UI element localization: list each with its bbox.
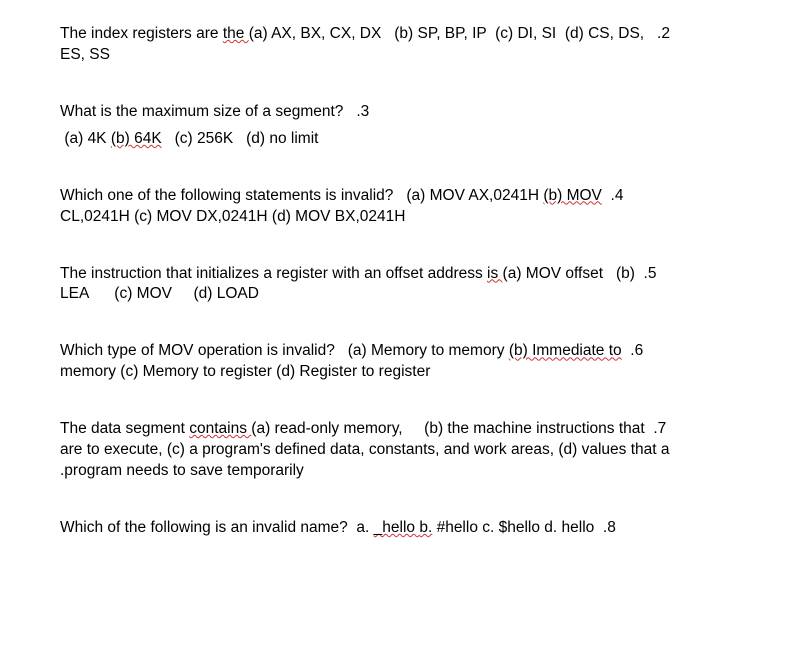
q4-opt-b: (b) MOV	[543, 187, 602, 204]
q2-num: .2	[657, 25, 670, 42]
q4-opt-a: (a) MOV AX,0241H	[406, 187, 543, 204]
question-3-options: (a) 4K (b) 64K (c) 256K (d) no limit	[60, 129, 730, 150]
q7-opt-a: (a) read-only memory,	[251, 420, 402, 437]
q5-num: .5	[644, 265, 657, 282]
q3-text: What is the maximum size of a segment?	[60, 103, 343, 120]
question-3: What is the maximum size of a segment? .…	[60, 102, 730, 150]
question-8: Which of the following is an invalid nam…	[60, 518, 730, 539]
q3-opt-a-pre: (a) 4K	[64, 130, 111, 147]
q8-a-label: a.	[356, 519, 369, 536]
q3-opt-b: (b) 64K	[111, 130, 162, 147]
question-7-line1: The data segment contains (a) read-only …	[60, 419, 730, 440]
question-8-line1: Which of the following is an invalid nam…	[60, 518, 730, 539]
q6-text: Which type of MOV operation is invalid?	[60, 342, 335, 359]
question-4: Which one of the following statements is…	[60, 186, 730, 228]
question-6: Which type of MOV operation is invalid? …	[60, 341, 730, 383]
q8-b-rest: #hello c. $hello d. hello	[432, 519, 594, 536]
q3-num: .3	[356, 103, 369, 120]
document-page: The index registers are the (a) AX, BX, …	[0, 0, 790, 563]
question-4-line1: Which one of the following statements is…	[60, 186, 730, 207]
question-6-line1: Which type of MOV operation is invalid? …	[60, 341, 730, 362]
q8-text: Which of the following is an invalid nam…	[60, 519, 348, 536]
question-7: The data segment contains (a) read-only …	[60, 419, 730, 482]
q2-opt-b: (b) SP, BP, IP	[394, 25, 486, 42]
q7-lead: The data segment	[60, 420, 189, 437]
q7-num: .7	[653, 420, 666, 437]
q5-lead: The instruction that initializes a regis…	[60, 265, 487, 282]
q4-text: Which one of the following statements is…	[60, 187, 393, 204]
q6-opt-b: (b) Immediate to	[509, 342, 622, 359]
q8-a-val: _hello	[374, 519, 420, 536]
q7-line2: are to execute, (c) a program's defined …	[60, 440, 730, 461]
q7-opt-b: (b) the machine instructions that	[424, 420, 645, 437]
question-2: The index registers are the (a) AX, BX, …	[60, 24, 730, 66]
q5-is: is	[487, 265, 503, 282]
q6-opt-a: (a) Memory to memory	[348, 342, 509, 359]
question-3-line1: What is the maximum size of a segment? .…	[60, 102, 730, 123]
q5-opt-a: (a) MOV offset	[503, 265, 604, 282]
q5-line2: LEA (c) MOV (d) LOAD	[60, 284, 730, 305]
q3-opt-c: (c) 256K	[175, 130, 234, 147]
q2-opt-a: (a) AX, BX, CX, DX	[249, 25, 382, 42]
q7-line3: .program needs to save temporarily	[60, 461, 730, 482]
q8-num: .8	[603, 519, 616, 536]
q2-opt-c: (c) DI, SI	[495, 25, 556, 42]
q4-line2: CL,0241H (c) MOV DX,0241H (d) MOV BX,024…	[60, 207, 730, 228]
question-5: The instruction that initializes a regis…	[60, 264, 730, 306]
q4-num: .4	[611, 187, 624, 204]
q2-lead-a: The index registers are	[60, 25, 223, 42]
q2-opt-d: (d) CS, DS,	[565, 25, 644, 42]
question-2-line1: The index registers are the (a) AX, BX, …	[60, 24, 730, 45]
q6-num: .6	[630, 342, 643, 359]
q2-lead-b: the	[223, 25, 249, 42]
q7-contains: contains	[189, 420, 251, 437]
q5-opt-b: (b)	[616, 265, 635, 282]
q8-b-label: b.	[419, 519, 432, 536]
q2-cont: ES, SS	[60, 45, 730, 66]
q3-opt-d: (d) no limit	[246, 130, 318, 147]
q6-line2: memory (c) Memory to register (d) Regist…	[60, 362, 730, 383]
question-5-line1: The instruction that initializes a regis…	[60, 264, 730, 285]
